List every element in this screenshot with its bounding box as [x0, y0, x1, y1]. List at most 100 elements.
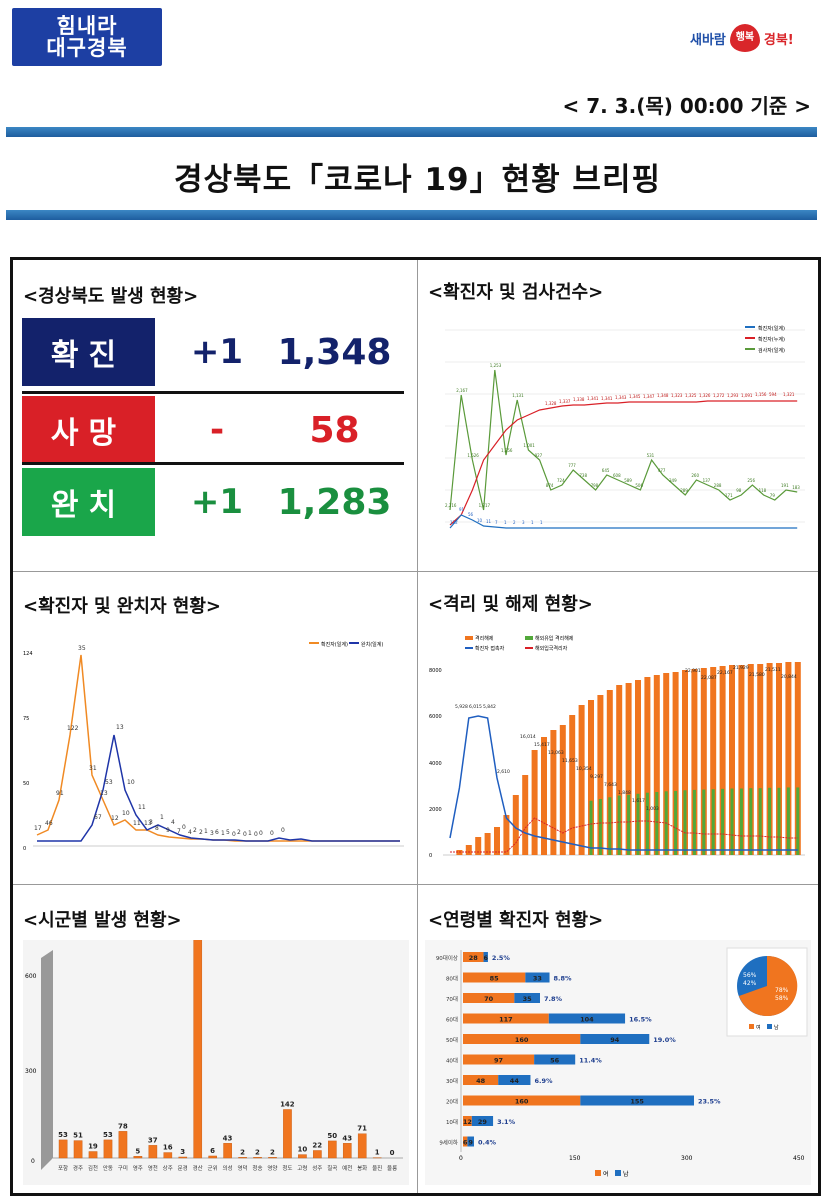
released-bar — [663, 673, 670, 855]
data-label-cumulative: 1,323 — [671, 393, 683, 398]
region-value: 3 — [180, 1148, 185, 1156]
data-label-tests: 927 — [535, 453, 543, 458]
overseas-released-bar — [692, 789, 696, 855]
region-value: 2 — [240, 1148, 245, 1156]
data-label-cases: 56 — [468, 512, 474, 517]
male-value: 56 — [550, 1057, 560, 1065]
region-bar — [208, 1155, 217, 1159]
overseas-released-bar — [711, 789, 715, 855]
data-label-recovered: 5 — [226, 829, 230, 836]
data-label-other: 16,014 — [520, 734, 536, 740]
logo-line1: 힘내라 — [56, 12, 118, 38]
data-label-cumulative: 1,328 — [545, 401, 557, 406]
panel-divider-2 — [13, 884, 818, 885]
male-bar — [580, 1034, 650, 1044]
age-label: 90대이상 — [436, 954, 458, 962]
female-value: 97 — [494, 1057, 503, 1065]
data-label-other: 1,003 — [646, 806, 659, 812]
data-label-recovered: 3 — [149, 819, 153, 826]
region-value: 50 — [327, 1132, 337, 1140]
region-value: 0 — [390, 1149, 395, 1157]
age-pct: 0.4% — [478, 1139, 497, 1147]
male-bar — [483, 952, 488, 962]
pie-legend-label: 여 — [756, 1024, 761, 1031]
age-pct: 3.1% — [497, 1118, 516, 1126]
male-value: 9 — [468, 1139, 473, 1147]
released-bar — [531, 750, 538, 855]
male-bar — [467, 1136, 474, 1147]
released-bar — [729, 665, 735, 855]
data-label-cumulative: 1,348 — [657, 393, 669, 398]
overseas-released-bar — [655, 792, 659, 855]
region-chart-svg: 600 300 0 53포항51경주19김천53안동78구미5영주37영천16상… — [25, 931, 403, 1172]
region-chart-title: <시군별 발생 현황> — [23, 910, 182, 931]
data-label-tests: 531 — [647, 453, 655, 458]
stat-delta: - — [209, 410, 225, 450]
x-tick: 150 — [569, 1155, 581, 1162]
female-bar — [463, 1054, 535, 1065]
overseas-released-bar — [645, 792, 649, 855]
stat-total: 1,283 — [277, 481, 392, 523]
region-value: 78 — [118, 1122, 128, 1130]
data-label-tests: 1,253 — [490, 363, 502, 368]
stat-separator — [22, 391, 404, 394]
age-chart: 90대이상 28 6 2.5% 80대 85 33 8.8% 70대 70 35 7.8% 60대 117… — [425, 940, 811, 1185]
logo-him-naera: 힘내라 대구경북 — [12, 8, 162, 66]
legend-swatch — [465, 636, 473, 640]
released-bar — [494, 827, 500, 855]
male-value: 35 — [523, 995, 533, 1003]
female-bar — [463, 952, 484, 962]
age-label: 80대 — [446, 975, 458, 983]
female-bar — [463, 1095, 581, 1106]
region-value: 19 — [88, 1143, 98, 1151]
male-bar — [471, 1116, 494, 1126]
overseas-released-bar — [730, 788, 734, 855]
region-bar — [193, 939, 203, 1159]
panel-divider-1 — [13, 571, 818, 572]
released-bar — [550, 730, 557, 855]
data-label-tests: 256 — [747, 478, 755, 483]
data-label-other: 1,848 — [618, 790, 631, 796]
data-label-tests: 1,131 — [512, 393, 524, 398]
region-label: 예천 — [342, 1164, 352, 1172]
released-bar — [588, 700, 594, 855]
y-tick: 2000 — [429, 807, 442, 813]
data-label-cumulative: 1,156 — [755, 392, 767, 397]
region-bar — [58, 1139, 68, 1159]
released-bar — [691, 669, 698, 855]
region-value: 37 — [148, 1136, 158, 1144]
stat-delta: +1 — [190, 482, 244, 522]
data-label-recovered: 0 — [182, 824, 186, 831]
data-label-tests: 2,216 — [445, 503, 457, 508]
legend-label: 여 — [603, 1170, 609, 1178]
age-pct: 19.0% — [653, 1036, 676, 1044]
male-bar — [534, 1054, 576, 1065]
data-label-peak: 22,167 — [717, 670, 733, 676]
data-label-peak: 21,580 — [749, 672, 765, 678]
tests-legend: 확진자(일계) 확진자(누계) 검사자(일계) — [745, 325, 785, 354]
region-value: 2 — [270, 1148, 275, 1156]
data-label-recovered: 13 — [116, 724, 124, 731]
data-label-cumulative: 1,293 — [727, 393, 739, 398]
male-value: 94 — [610, 1036, 620, 1044]
female-bar — [463, 972, 526, 983]
tests-chart: 2,216 2,167 1,526 1,317 1,253 1,256 1,131 1,001… — [425, 310, 811, 555]
data-label-tests: 608 — [613, 473, 621, 478]
age-pct: 7.8% — [544, 995, 563, 1003]
stat-separator — [22, 462, 404, 465]
daily-tests-line — [449, 369, 798, 511]
data-label-cases: 2 — [513, 520, 516, 525]
region-label: 구미 — [118, 1164, 128, 1172]
wall-left — [41, 950, 53, 1170]
data-label-other: 11,653 — [562, 758, 578, 764]
data-label-other: 13,063 — [548, 750, 564, 756]
region-value: 51 — [73, 1132, 83, 1140]
region-bar — [253, 1157, 262, 1159]
released-bar — [682, 670, 688, 855]
age-label: 10대 — [446, 1118, 458, 1126]
data-label-tests: 1,526 — [467, 453, 479, 458]
region-bar — [163, 1152, 173, 1159]
region-value: 142 — [280, 1100, 295, 1108]
region-label: 봉화 — [357, 1165, 367, 1172]
data-label-other: 9,297 — [590, 774, 603, 780]
